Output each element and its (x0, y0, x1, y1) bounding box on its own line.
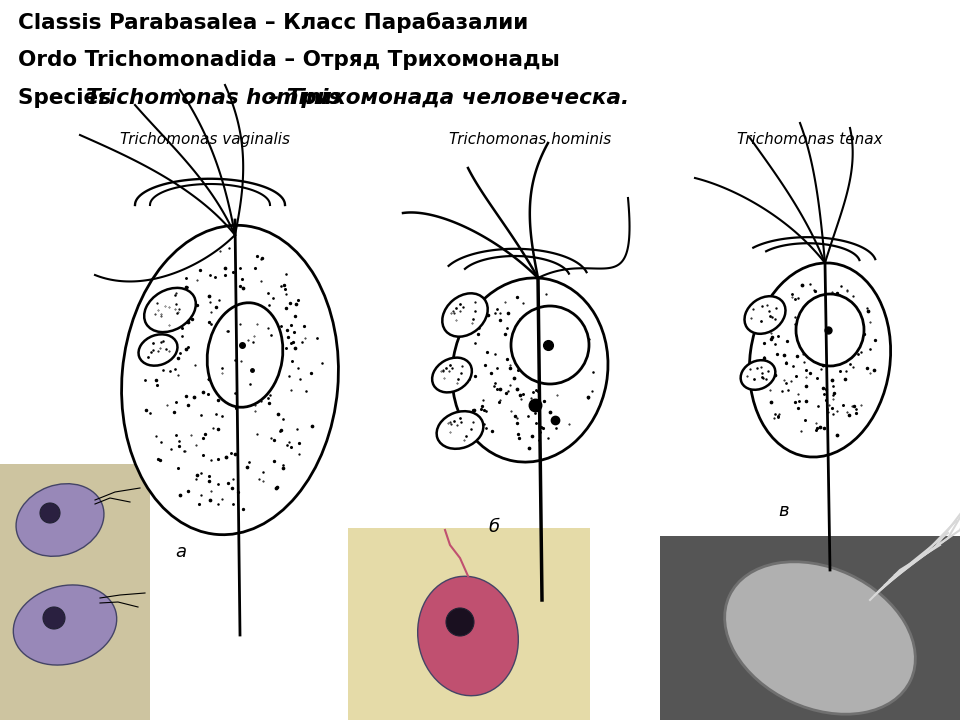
Ellipse shape (725, 562, 915, 714)
Ellipse shape (122, 225, 339, 535)
Text: – Трихомонада человеческа.: – Трихомонада человеческа. (261, 88, 629, 108)
Text: Trichomonas hominis: Trichomonas hominis (86, 88, 341, 108)
Text: в: в (778, 502, 788, 520)
Ellipse shape (207, 302, 283, 408)
Ellipse shape (13, 585, 117, 665)
Ellipse shape (750, 263, 891, 457)
Ellipse shape (43, 607, 65, 629)
Ellipse shape (418, 576, 518, 696)
Ellipse shape (144, 288, 196, 332)
Text: Species: Species (18, 88, 118, 108)
Ellipse shape (432, 358, 472, 392)
Text: Trichomonas tenax: Trichomonas tenax (737, 132, 883, 147)
Text: Ordo Trichomonadida – Отряд Трихомонады: Ordo Trichomonadida – Отряд Трихомонады (18, 50, 560, 70)
Bar (660, 536, 960, 720)
Ellipse shape (511, 306, 589, 384)
Text: Classis Parabasalea – Класс Парабазалии: Classis Parabasalea – Класс Парабазалии (18, 12, 528, 33)
Ellipse shape (138, 334, 178, 366)
Ellipse shape (446, 608, 474, 636)
Ellipse shape (40, 503, 60, 523)
Ellipse shape (16, 484, 104, 557)
Ellipse shape (452, 278, 608, 462)
Bar (348, 528, 590, 720)
Ellipse shape (745, 296, 785, 334)
Text: Trichomonas vaginalis: Trichomonas vaginalis (120, 132, 290, 147)
Bar (0, 464, 150, 720)
Ellipse shape (796, 294, 864, 366)
Text: б: б (488, 518, 499, 536)
Text: а: а (175, 543, 186, 561)
Ellipse shape (741, 360, 776, 390)
Ellipse shape (437, 411, 484, 449)
Ellipse shape (443, 293, 488, 337)
Text: Trichomonas hominis: Trichomonas hominis (449, 132, 612, 147)
